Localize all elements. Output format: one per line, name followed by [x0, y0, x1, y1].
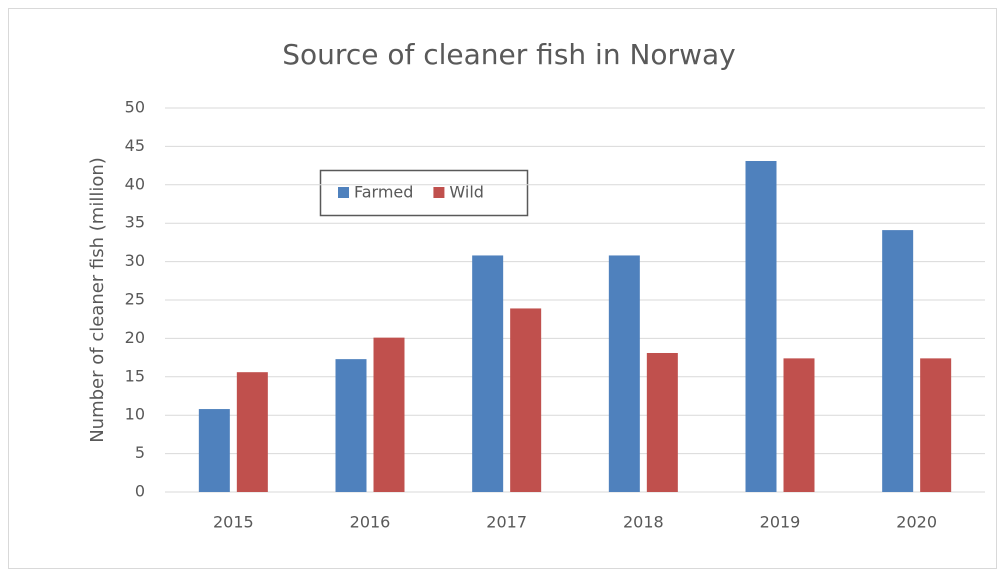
bar	[608, 255, 640, 492]
y-tick-label: 30	[125, 251, 145, 270]
bar	[646, 352, 678, 492]
x-tick-label: 2020	[896, 513, 937, 532]
x-tick-label: 2019	[760, 513, 801, 532]
chart-title: Source of cleaner fish in Norway	[282, 38, 735, 71]
legend-box	[319, 169, 529, 217]
bar	[198, 409, 230, 492]
bar	[373, 337, 405, 492]
legend-label: Farmed	[354, 183, 413, 202]
bar	[236, 372, 268, 492]
x-tick-label: 2016	[350, 513, 391, 532]
y-tick-label: 25	[125, 290, 145, 309]
bar	[335, 359, 367, 492]
x-tick-label: 2017	[486, 513, 527, 532]
bar	[920, 358, 952, 492]
x-tick-label: 2018	[623, 513, 664, 532]
y-tick-label: 45	[125, 136, 145, 155]
bar	[472, 255, 504, 492]
y-tick-label: 50	[125, 98, 145, 117]
bar	[745, 160, 777, 492]
legend-swatch	[433, 187, 445, 198]
y-tick-label: 5	[135, 443, 145, 462]
y-tick-label: 10	[125, 405, 145, 424]
y-tick-label: 40	[125, 174, 145, 193]
legend-swatch	[338, 187, 349, 198]
y-tick-label: 35	[125, 213, 145, 232]
legend: Farmed Wild	[319, 169, 529, 217]
y-tick-label: 20	[125, 328, 145, 347]
bar	[510, 308, 542, 492]
x-tick-label: 2015	[213, 513, 254, 532]
bar	[882, 230, 914, 492]
legend-label: Wild	[449, 183, 484, 202]
y-axis-label: Number of cleaner fish (million)	[87, 157, 108, 443]
y-tick-label: 15	[125, 366, 145, 385]
y-tick-label: 0	[135, 482, 145, 501]
bar	[783, 358, 815, 492]
